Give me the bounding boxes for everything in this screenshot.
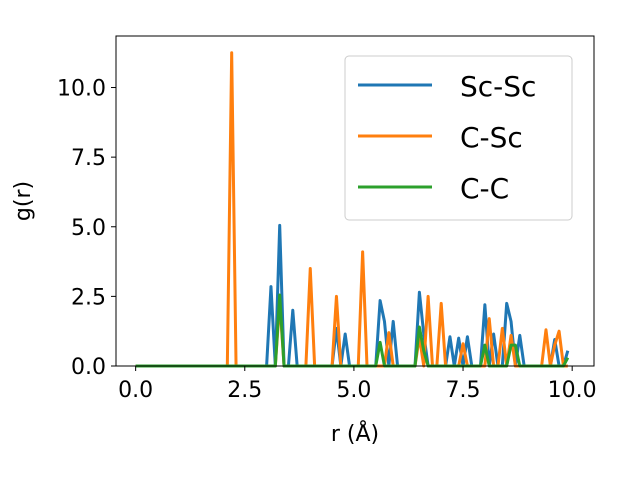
y-tick-label: 5.0 [71,216,106,241]
x-tick-label: 2.5 [227,378,262,403]
legend: Sc-Sc C-Sc C-C [344,55,573,221]
legend-label-c-sc: C-Sc [460,121,523,154]
legend-box [344,55,573,221]
ticks-layer: 0.0 2.5 5.0 7.5 10.0 0.0 2.5 5.0 7.5 10.0 [57,77,597,403]
legend-label-c-c: C-C [460,172,509,205]
y-axis-label: g(r) [11,181,36,221]
x-axis-label: r (Å) [331,420,379,447]
series-line-c-sc [135,51,568,368]
y-tick-label: 7.5 [71,146,106,171]
x-tick-label: 10.0 [548,378,597,403]
x-tick-label: 0.0 [118,378,153,403]
y-tick-label: 10.0 [57,77,106,102]
x-tick-label: 5.0 [336,378,371,403]
x-tick-label: 7.5 [446,378,481,403]
y-tick-label: 0.0 [71,355,106,380]
legend-label-sc-sc: Sc-Sc [460,70,536,103]
plot-frame [115,35,595,367]
y-tick-label: 2.5 [71,285,106,310]
